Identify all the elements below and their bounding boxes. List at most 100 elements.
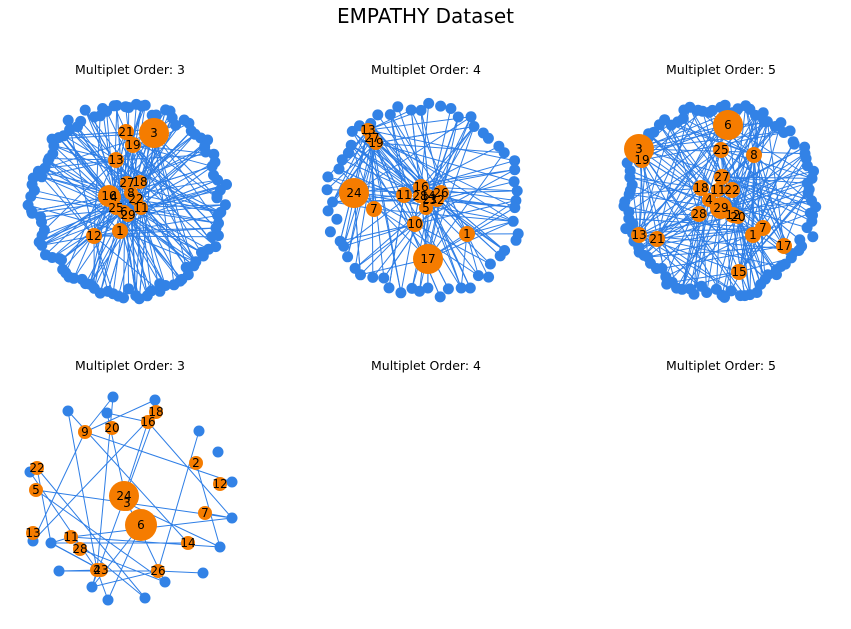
edge (32, 431, 86, 542)
hub-node (119, 495, 135, 511)
hub-node-label: 12 (212, 477, 227, 491)
peripheral-node (154, 285, 166, 297)
hub-node-label: 17 (420, 252, 435, 266)
hub-node (78, 425, 92, 439)
peripheral-node (468, 121, 480, 132)
hub-node-label: 29 (713, 201, 728, 215)
hub-node-label: 11 (133, 201, 148, 215)
edge (414, 200, 517, 225)
hub-node (139, 118, 169, 148)
edge (343, 223, 416, 247)
hub-node-label: 24 (116, 489, 131, 503)
hub-node-label: 28 (72, 542, 87, 556)
peripheral-node (322, 171, 334, 183)
peripheral-node (331, 213, 343, 225)
edge (420, 110, 442, 194)
edge (351, 131, 429, 260)
hub-node-label: 13 (25, 526, 40, 540)
peripheral-node (345, 139, 357, 151)
peripheral-node (327, 196, 339, 208)
edge (125, 131, 218, 199)
hub-node-label: 8 (750, 148, 758, 162)
hub-node-label: 19 (368, 136, 383, 150)
hub-node (691, 206, 707, 222)
peripheral-node (498, 147, 510, 159)
hub-node-label: 22 (724, 183, 739, 197)
peripheral-node (422, 282, 434, 294)
hub-node-label: 18 (693, 181, 708, 195)
edge (36, 467, 52, 544)
edge (629, 176, 710, 201)
peripheral-node (383, 282, 395, 294)
edge (638, 148, 746, 296)
peripheral-node (102, 594, 114, 606)
peripheral-node (757, 107, 769, 119)
hub-node-label: 25 (713, 143, 728, 157)
edge (93, 235, 109, 292)
hub-node-label: 26 (433, 186, 448, 200)
hub-node (407, 216, 423, 232)
edge (656, 238, 741, 297)
hub-node (118, 124, 134, 140)
hub-node (713, 142, 729, 158)
hub-node (149, 405, 163, 419)
hub-node-label: 14 (180, 536, 195, 550)
hub-node-label: 27 (119, 176, 134, 190)
edge (70, 536, 221, 548)
hub-node (396, 187, 412, 203)
peripheral-node (45, 537, 57, 549)
hub-node (134, 201, 148, 215)
hub-node (125, 509, 157, 541)
peripheral-node (435, 100, 447, 112)
peripheral-node (159, 576, 171, 588)
peripheral-node (193, 425, 205, 437)
hub-node-label: 19 (634, 153, 649, 167)
panel-1-subtitle: Multiplet Order: 3 (75, 62, 185, 77)
hub-node (73, 542, 87, 556)
peripheral-node (101, 407, 113, 419)
panel-3-subtitle: Multiplet Order: 5 (666, 62, 776, 77)
edge (44, 159, 117, 169)
hub-node (86, 228, 102, 244)
hub-node-label: 20 (730, 210, 745, 224)
hub-node (121, 208, 135, 222)
peripheral-node (75, 115, 87, 127)
hub-node (189, 456, 203, 470)
hub-node (29, 483, 43, 497)
hub-node (745, 227, 761, 243)
edge (420, 160, 515, 188)
peripheral-node (107, 391, 119, 403)
edge (681, 213, 700, 290)
edge (661, 245, 785, 269)
hub-node-label: 23 (93, 563, 108, 577)
hub-node-label: 8 (127, 186, 135, 200)
edge (41, 207, 117, 246)
hub-node (94, 563, 108, 577)
peripheral-node (62, 114, 74, 126)
panel-2-subtitle: Multiplet Order: 4 (371, 62, 481, 77)
hub-node (133, 175, 147, 189)
peripheral-node (405, 104, 417, 116)
hub-node-label: 26 (150, 564, 165, 578)
peripheral-node (788, 138, 800, 150)
hub-node-label: 21 (118, 125, 133, 139)
hub-node (631, 227, 647, 243)
panel-5-subtitle: Multiplet Order: 4 (371, 358, 481, 373)
edge (460, 233, 468, 289)
hub-node-label: 24 (346, 186, 361, 200)
peripheral-node (802, 187, 814, 199)
hub-node-label: 16 (101, 189, 116, 203)
hub-node (141, 415, 155, 429)
hub-node (369, 136, 383, 150)
hub-node-label: 9 (81, 425, 89, 439)
hub-node-label: 11 (710, 183, 725, 197)
edge (30, 196, 125, 213)
hub-node-label: 6 (724, 118, 732, 132)
edge (664, 119, 702, 189)
edge (389, 114, 405, 196)
peripheral-node (35, 211, 46, 223)
edge (745, 105, 785, 247)
